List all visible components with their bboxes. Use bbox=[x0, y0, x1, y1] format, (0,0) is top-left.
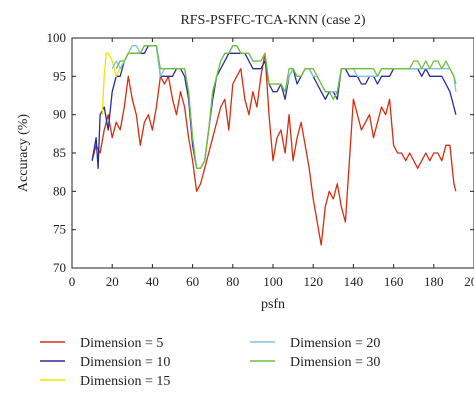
x-axis-label: psfn bbox=[261, 297, 285, 312]
legend-item: Dimension = 5 bbox=[40, 336, 163, 351]
x-tick-label: 40 bbox=[146, 274, 159, 289]
legend-item: Dimension = 10 bbox=[40, 355, 170, 370]
plot-frame bbox=[71, 37, 474, 269]
y-axis-label: Accuracy (%) bbox=[16, 114, 31, 192]
legend-item: Dimension = 15 bbox=[40, 374, 170, 389]
x-tick-label: 0 bbox=[69, 274, 76, 289]
series-line-1 bbox=[91, 52, 457, 246]
legend-label: Dimension = 10 bbox=[80, 355, 170, 370]
legend-item: Dimension = 30 bbox=[250, 355, 380, 370]
x-tick-label: 200 bbox=[464, 274, 474, 289]
x-tick-label: 120 bbox=[303, 274, 323, 289]
y-tick-label: 75 bbox=[53, 222, 66, 237]
y-tick-label: 95 bbox=[53, 68, 66, 83]
series-line-5 bbox=[115, 45, 457, 169]
x-tick-label: 20 bbox=[106, 274, 119, 289]
legend-label: Dimension = 15 bbox=[80, 374, 170, 389]
x-axis-ticks: 0 20 40 60 80 100 120 140 160 180 200 bbox=[69, 38, 474, 289]
y-tick-label: 85 bbox=[53, 145, 66, 160]
y-tick-label: 80 bbox=[53, 183, 66, 198]
y-tick-label: 100 bbox=[47, 30, 67, 45]
x-tick-label: 140 bbox=[344, 274, 364, 289]
legend-label: Dimension = 20 bbox=[290, 336, 380, 351]
x-tick-label: 80 bbox=[226, 274, 239, 289]
x-tick-label: 60 bbox=[186, 274, 199, 289]
y-axis-ticks: 70 75 80 85 90 95 100 bbox=[47, 30, 474, 275]
x-tick-label: 160 bbox=[384, 274, 404, 289]
legend-label: Dimension = 30 bbox=[290, 355, 380, 370]
x-tick-label: 180 bbox=[424, 274, 444, 289]
y-tick-label: 70 bbox=[53, 260, 66, 275]
y-tick-label: 90 bbox=[53, 107, 66, 122]
legend: Dimension = 5 Dimension = 10 Dimension = 1… bbox=[40, 336, 380, 389]
series-line-2 bbox=[91, 45, 457, 169]
x-tick-label: 100 bbox=[263, 274, 283, 289]
legend-label: Dimension = 5 bbox=[80, 336, 163, 351]
plot-lines bbox=[91, 45, 457, 246]
legend-item: Dimension = 20 bbox=[250, 336, 380, 351]
chart-title: RFS-PSFFC-TCA-KNN (case 2) bbox=[180, 13, 365, 28]
